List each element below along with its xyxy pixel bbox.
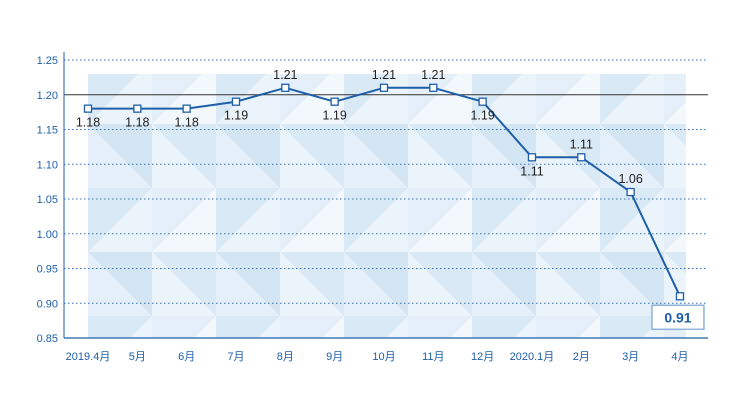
series-markers [83, 83, 685, 301]
data-point [478, 97, 487, 106]
data-point [577, 153, 586, 162]
data-point [675, 292, 685, 301]
y-tick-label: 0.85 [37, 333, 58, 345]
data-label: 1.19 [470, 109, 494, 123]
x-axis-ticks: 2019.4月 5月 6月 7月 8月 9月 10月 11月 12月 2020.1月 2月 3月 4月 [66, 351, 689, 363]
data-label: 1.06 [618, 172, 642, 186]
data-label: 0.91 [664, 309, 691, 325]
data-point [182, 104, 191, 113]
x-tick-label: 2月 [573, 351, 590, 363]
background-band [88, 73, 686, 339]
data-label: 1.21 [273, 68, 297, 82]
data-point [281, 83, 290, 92]
data-label: 1.18 [76, 116, 100, 130]
data-point [133, 104, 142, 113]
y-tick-label: 1.15 [37, 125, 58, 137]
highlight-label-box [651, 304, 705, 331]
gridlines [64, 59, 708, 304]
x-tick-label: 8月 [277, 351, 294, 363]
x-tick-label: 5月 [129, 351, 146, 363]
data-label: 1.11 [520, 164, 543, 178]
data-label: 1.19 [322, 109, 346, 123]
data-point [429, 83, 438, 92]
data-label: 1.21 [421, 68, 445, 82]
y-tick-label: 1.05 [37, 194, 58, 206]
data-label: 1.11 [570, 137, 593, 151]
data-labels: 1.18 1.18 1.18 1.19 1.21 1.19 1.21 1.21 1.19 1.11… [76, 68, 705, 331]
x-tick-label: 6月 [178, 351, 195, 363]
data-point [626, 187, 635, 197]
y-axis-ticks: 0.85 0.90 0.95 1.00 1.05 1.10 1.15 1.20 1.25 [37, 55, 58, 345]
data-point [330, 97, 339, 106]
y-tick-label: 0.90 [37, 298, 58, 310]
background-pattern [88, 73, 686, 339]
y-tick-label: 1.25 [37, 55, 58, 67]
y-tick-label: 0.95 [37, 264, 58, 276]
x-tick-label: 10月 [372, 351, 395, 363]
data-point [379, 83, 389, 92]
y-tick-label: 1.20 [37, 90, 58, 102]
x-tick-label: 2019.4月 [66, 351, 111, 363]
data-label: 1.18 [125, 116, 149, 130]
x-tick-label: 9月 [326, 351, 343, 363]
data-label: 1.21 [372, 68, 396, 82]
data-label: 1.19 [224, 109, 248, 123]
y-tick-label: 1.00 [37, 229, 58, 241]
data-point [231, 97, 241, 106]
data-label: 1.18 [174, 116, 198, 130]
x-tick-label: 4月 [671, 351, 688, 363]
y-tick-label: 1.10 [37, 159, 58, 171]
axes [63, 52, 708, 339]
x-tick-label: 12月 [471, 351, 494, 363]
data-point [527, 153, 537, 162]
x-tick-label: 3月 [622, 351, 639, 363]
data-point [83, 104, 93, 113]
x-tick-label: 2020.1月 [510, 351, 555, 363]
x-tick-label: 11月 [422, 351, 444, 363]
x-tick-label: 7月 [227, 351, 244, 363]
